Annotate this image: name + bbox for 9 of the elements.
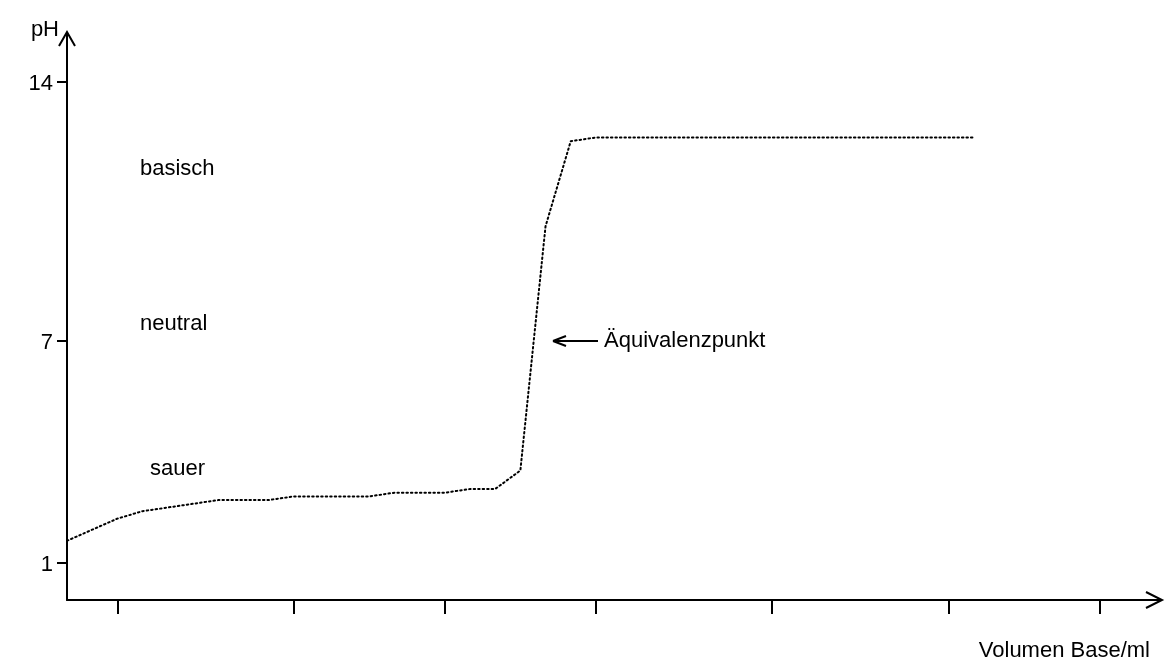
y-tick-label: 1 (40, 550, 53, 576)
annotation: basisch (140, 154, 215, 180)
annotation: Äquivalenzpunkt (604, 326, 766, 352)
annotation: sauer (150, 454, 206, 480)
y-tick-label: 14 (28, 69, 53, 95)
y-axis-title: pH (30, 15, 59, 41)
annotation: neutral (140, 309, 208, 335)
y-tick-label: 7 (40, 328, 53, 354)
x-axis-title: Volumen Base/ml (978, 636, 1150, 662)
